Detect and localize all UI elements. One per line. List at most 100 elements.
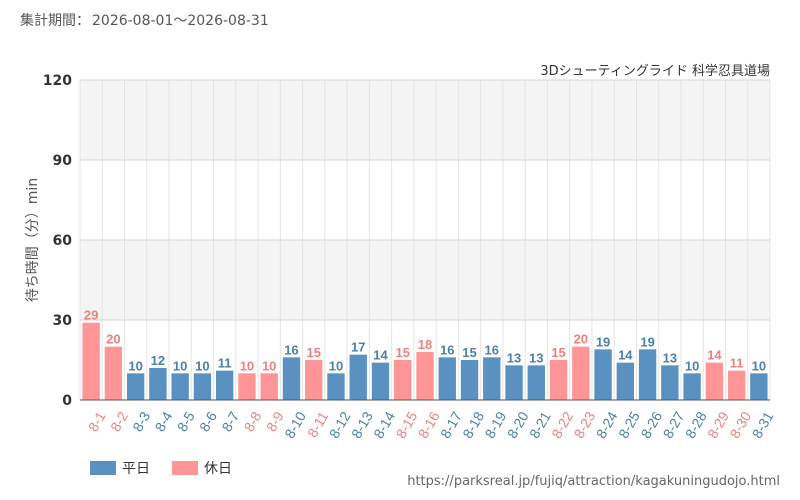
x-tick-label-8-29: 8-29 xyxy=(704,409,732,441)
data-label-8-8: 10 xyxy=(240,358,254,373)
data-label-8-18: 15 xyxy=(462,345,476,360)
x-tick-label-8-8: 8-8 xyxy=(241,409,265,435)
bar-8-23 xyxy=(572,346,590,400)
grid-band xyxy=(80,80,770,160)
aggregation-period: 集計期間： 2026-08-01～2026-08-31 xyxy=(20,10,269,30)
x-tick-label-8-26: 8-26 xyxy=(637,409,665,441)
x-tick-label-8-4: 8-4 xyxy=(152,409,176,435)
bar-8-18 xyxy=(460,360,479,400)
bar-8-29 xyxy=(705,362,724,400)
data-label-8-5: 10 xyxy=(173,358,187,373)
x-tick-label-8-6: 8-6 xyxy=(196,409,220,435)
y-tick-label: 0 xyxy=(62,393,72,409)
bar-8-11 xyxy=(305,360,323,400)
bar-8-3 xyxy=(126,373,145,400)
x-tick-label-8-3: 8-3 xyxy=(129,409,153,435)
data-label-8-21: 13 xyxy=(529,350,543,365)
data-label-8-29: 14 xyxy=(707,348,722,363)
x-tick-label-8-24: 8-24 xyxy=(593,409,621,441)
data-label-8-28: 10 xyxy=(685,358,699,373)
data-label-8-15: 15 xyxy=(396,345,410,360)
x-tick-label-8-23: 8-23 xyxy=(571,409,599,441)
bar-8-31 xyxy=(750,373,768,400)
data-label-8-26: 19 xyxy=(640,334,654,349)
bar-8-19 xyxy=(483,357,501,400)
data-label-8-4: 12 xyxy=(151,353,165,368)
bar-8-14 xyxy=(371,362,390,400)
bar-8-6 xyxy=(193,373,212,400)
x-tick-label-8-20: 8-20 xyxy=(504,409,532,441)
bar-8-24 xyxy=(594,349,612,400)
data-label-8-13: 17 xyxy=(351,340,365,355)
data-label-8-30: 11 xyxy=(730,356,744,371)
bar-8-20 xyxy=(505,365,523,400)
data-label-8-7: 11 xyxy=(218,356,232,371)
data-label-8-1: 29 xyxy=(84,308,98,323)
bar-8-27 xyxy=(661,365,679,400)
legend-item-holiday: 休日 xyxy=(172,458,232,478)
bar-8-13 xyxy=(349,354,367,400)
period-value: 2026-08-01～2026-08-31 xyxy=(92,13,269,29)
data-label-8-17: 16 xyxy=(440,342,454,357)
data-label-8-6: 10 xyxy=(195,358,209,373)
x-tick-label-8-22: 8-22 xyxy=(548,409,576,441)
x-tick-label-8-10: 8-10 xyxy=(281,409,309,441)
bar-8-7 xyxy=(215,370,234,400)
x-tick-label-8-7: 8-7 xyxy=(218,409,242,435)
bar-8-5 xyxy=(171,373,189,400)
data-label-8-10: 16 xyxy=(284,342,298,357)
source-url: https://parksreal.jp/fujiq/attraction/ka… xyxy=(407,474,780,489)
bar-8-4 xyxy=(149,368,167,400)
x-tick-label-8-13: 8-13 xyxy=(348,409,376,441)
data-label-8-11: 15 xyxy=(306,345,320,360)
data-label-8-24: 19 xyxy=(596,334,610,349)
x-tick-label-8-19: 8-19 xyxy=(482,409,510,441)
data-label-8-19: 16 xyxy=(485,342,499,357)
bar-8-17 xyxy=(438,357,456,400)
legend-label-weekday: 平日 xyxy=(122,461,150,477)
bar-8-15 xyxy=(394,360,412,400)
x-tick-label-8-11: 8-11 xyxy=(304,409,331,441)
data-label-8-3: 10 xyxy=(128,358,142,373)
grid-band xyxy=(80,240,770,320)
data-label-8-27: 13 xyxy=(663,350,677,365)
legend-label-holiday: 休日 xyxy=(204,461,232,477)
data-label-8-25: 14 xyxy=(618,348,633,363)
x-tick-label-8-28: 8-28 xyxy=(682,409,710,441)
x-tick-label-8-2: 8-2 xyxy=(107,409,131,435)
data-label-8-31: 10 xyxy=(752,358,766,373)
y-tick-label: 120 xyxy=(43,73,72,89)
bar-8-10 xyxy=(282,357,301,400)
data-label-8-23: 20 xyxy=(574,332,588,347)
x-tick-label-8-27: 8-27 xyxy=(660,409,688,441)
x-tick-label-8-18: 8-18 xyxy=(459,409,487,441)
x-tick-label-8-15: 8-15 xyxy=(392,409,420,441)
x-tick-label-8-5: 8-5 xyxy=(174,409,198,435)
data-label-8-16: 18 xyxy=(418,337,432,352)
x-tick-label-8-16: 8-16 xyxy=(415,409,443,441)
x-tick-label-8-25: 8-25 xyxy=(615,409,643,441)
legend-swatch-holiday xyxy=(172,461,198,475)
chart-legend: 平日 休日 xyxy=(90,458,232,478)
x-tick-label-8-21: 8-21 xyxy=(526,409,554,441)
bar-8-8 xyxy=(238,373,256,400)
bar-8-26 xyxy=(638,349,657,400)
attraction-name: 3Dシューティングライド 科学忍具道場 xyxy=(540,64,770,79)
legend-item-weekday: 平日 xyxy=(90,458,150,478)
x-tick-label-8-31: 8-31 xyxy=(749,409,777,441)
bar-8-9 xyxy=(260,373,278,400)
bar-8-21 xyxy=(527,365,545,400)
data-label-8-9: 10 xyxy=(262,358,276,373)
bar-8-12 xyxy=(327,373,345,400)
data-label-8-2: 20 xyxy=(106,332,120,347)
bar-8-2 xyxy=(104,346,123,400)
data-label-8-22: 15 xyxy=(551,345,565,360)
x-tick-label-8-30: 8-30 xyxy=(726,409,754,441)
y-tick-label: 90 xyxy=(53,153,73,169)
y-tick-label: 30 xyxy=(53,313,73,329)
data-label-8-20: 13 xyxy=(507,350,521,365)
bar-8-30 xyxy=(727,370,746,400)
data-label-8-12: 10 xyxy=(329,358,343,373)
period-label: 集計期間： xyxy=(20,13,90,29)
